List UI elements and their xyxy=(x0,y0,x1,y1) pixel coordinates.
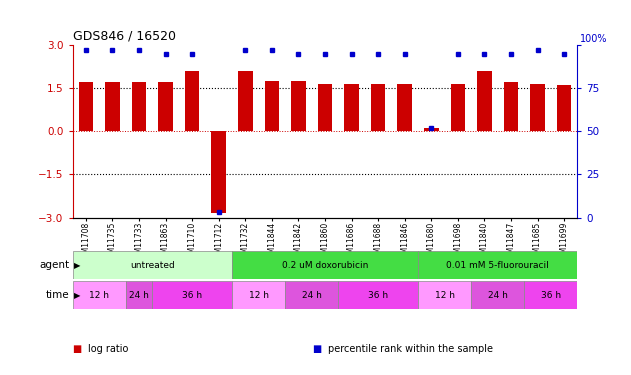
Text: 100%: 100% xyxy=(580,34,608,44)
Text: ▶: ▶ xyxy=(74,291,80,300)
Text: 24 h: 24 h xyxy=(129,291,149,300)
Text: 0.2 uM doxorubicin: 0.2 uM doxorubicin xyxy=(282,261,368,270)
Bar xyxy=(530,84,545,131)
Bar xyxy=(524,281,577,309)
Bar xyxy=(477,71,492,131)
Bar xyxy=(185,71,199,131)
Text: 0.01 mM 5-fluorouracil: 0.01 mM 5-fluorouracil xyxy=(446,261,549,270)
Bar xyxy=(424,128,439,131)
Text: 36 h: 36 h xyxy=(368,291,388,300)
Bar xyxy=(451,84,465,131)
Text: 36 h: 36 h xyxy=(541,291,561,300)
Bar xyxy=(418,251,577,279)
Bar xyxy=(557,85,572,131)
Bar xyxy=(78,82,93,131)
Bar xyxy=(211,131,226,213)
Text: 24 h: 24 h xyxy=(488,291,507,300)
Bar xyxy=(105,82,120,131)
Bar xyxy=(338,281,418,309)
Text: 12 h: 12 h xyxy=(89,291,109,300)
Bar xyxy=(291,81,305,131)
Bar xyxy=(152,281,232,309)
Text: log ratio: log ratio xyxy=(88,344,129,354)
Bar xyxy=(232,281,285,309)
Bar xyxy=(285,281,338,309)
Bar xyxy=(126,281,152,309)
Bar xyxy=(238,71,252,131)
Bar xyxy=(158,82,173,131)
Text: GDS846 / 16520: GDS846 / 16520 xyxy=(73,30,175,42)
Text: 12 h: 12 h xyxy=(249,291,269,300)
Text: ■: ■ xyxy=(73,344,82,354)
Bar xyxy=(132,82,146,131)
Text: untreated: untreated xyxy=(130,261,175,270)
Text: agent: agent xyxy=(39,260,69,270)
Bar xyxy=(345,84,359,131)
Text: ▶: ▶ xyxy=(74,261,80,270)
Bar xyxy=(398,84,412,131)
Bar xyxy=(73,251,232,279)
Text: ■: ■ xyxy=(312,344,322,354)
Bar xyxy=(371,84,386,131)
Text: 24 h: 24 h xyxy=(302,291,322,300)
Text: 12 h: 12 h xyxy=(435,291,454,300)
Text: 36 h: 36 h xyxy=(182,291,202,300)
Bar xyxy=(504,82,518,131)
Bar xyxy=(232,251,418,279)
Bar xyxy=(418,281,471,309)
Bar xyxy=(317,84,333,131)
Bar xyxy=(471,281,524,309)
Bar xyxy=(264,81,279,131)
Text: time: time xyxy=(46,290,69,300)
Text: percentile rank within the sample: percentile rank within the sample xyxy=(328,344,493,354)
Bar xyxy=(73,281,126,309)
